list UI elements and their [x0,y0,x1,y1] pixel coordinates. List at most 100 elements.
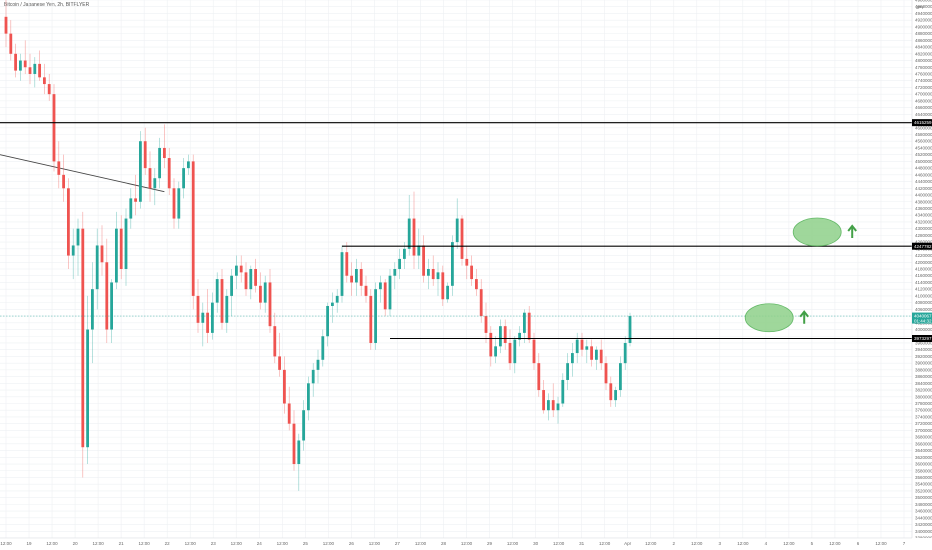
candle-body [239,265,243,273]
candle-body [187,161,190,169]
price-tick-label: 4400000 [915,193,932,198]
candle-body [518,332,521,340]
time-tick-label: 25 [303,541,309,546]
candle-body [86,329,89,448]
candle-body [148,168,152,189]
candle-body [273,326,277,357]
price-tick-label: 4520000 [915,152,932,157]
price-tick-label: 3400000 [915,529,932,534]
price-tick-label: 4800000 [915,58,932,63]
annotations [744,217,857,333]
price-tick-label: 4160000 [915,273,932,278]
price-tick-label: 4700000 [915,92,932,97]
candle-body [124,218,128,269]
price-tick-label: 3800000 [915,394,932,399]
target-ellipse-upper [792,217,842,247]
time-tick-label: 6 [857,541,860,546]
candle-body [23,60,27,68]
candle-body [91,289,94,330]
price-tick-label: 4260000 [915,240,932,245]
up-arrow-head-icon [799,310,809,318]
countdown-label: 01:44:32 [914,318,932,323]
price-tick-label: 4300000 [915,226,932,231]
candle-body [556,403,560,411]
price-tick-label: 4220000 [915,253,932,258]
candle-body [52,94,56,162]
candle-body [359,269,363,286]
candle-body [206,312,209,333]
candle-body [249,269,253,290]
candle-body [364,285,368,296]
time-axis[interactable]: 12:00 19 12:00 20 12:00 21 12:00 22 12:00 23 12:00… [0,537,932,550]
candle-body [297,440,301,465]
time-tick-label: 19 [27,541,33,546]
price-tick-label: 4000000 [915,327,932,332]
time-tick-label: 12:00 [369,541,381,546]
price-tick-label: 4080000 [915,300,932,305]
time-tick-label: 12:00 [231,541,243,546]
price-tick-label: 3680000 [915,435,932,440]
candle-body [585,346,589,350]
candle-body [177,188,181,219]
price-tick-label: 4200000 [915,260,932,265]
price-tick-label: 4140000 [915,280,932,285]
price-tick-label: 4640000 [915,112,932,117]
candle-body [499,326,502,347]
time-tick-label: 3 [719,541,722,546]
price-tick-label: 3620000 [915,455,932,460]
candle-body [470,265,473,280]
time-tick-label: 12:00 [323,541,335,546]
time-tick-label: 12:00 [415,541,427,546]
candle-body [57,161,61,175]
candle-body [28,67,32,74]
price-tick-label: 4880000 [915,31,932,36]
candle-body [532,339,536,364]
candle-body [129,198,133,219]
candle-body [278,356,281,370]
price-tick-label: 4540000 [915,145,932,150]
price-tick-label: 4980000 [915,0,932,3]
candle-body [139,141,142,202]
candle-body [321,336,325,360]
candle-body [158,147,161,179]
candle-body [561,379,565,404]
price-tick-label: 4780000 [915,65,932,70]
price-tick-label: 3960000 [915,340,932,345]
candle-body [475,279,478,290]
candle-body [523,312,526,333]
time-tick-label: 12:00 [277,541,289,546]
price-tick-label: 3940000 [915,347,932,352]
price-tick-label: 4740000 [915,78,932,83]
price-tick-label: 4100000 [915,293,932,298]
candle-body [609,383,613,401]
candle-body [191,161,195,296]
candle-body [455,218,459,243]
candle-body [441,272,445,300]
time-tick-label: 12:00 [139,541,151,546]
candle-body [547,400,550,411]
price-tick-label: 3700000 [915,428,932,433]
downward-trendline [0,154,165,193]
candle-body [537,363,541,391]
candle-body [417,245,421,256]
price-tick-label: 3640000 [915,448,932,453]
candle-body [398,258,401,269]
time-tick-label: 7 [903,541,906,546]
price-axis[interactable]: 3380000340000034200003440000346000034800… [911,0,932,550]
price-tick-label: 4500000 [915,159,932,164]
candle-body [302,410,305,441]
price-tick-label: 4560000 [915,139,932,144]
candle-body [311,369,315,384]
candle-body [355,269,358,283]
candle-body [489,332,493,357]
price-tick-label: 3600000 [915,462,932,467]
time-tick-label: 12:00 [185,541,197,546]
price-tick-label: 3500000 [915,495,932,500]
price-tick-label: 3560000 [915,475,932,480]
price-tick-label: 3880000 [915,367,932,372]
candle-body [513,339,517,364]
mid-resistance-tag-label: 4247782 [914,244,932,249]
candle-body [436,272,440,280]
candle-body [167,158,171,189]
time-axis-bg [0,538,932,550]
